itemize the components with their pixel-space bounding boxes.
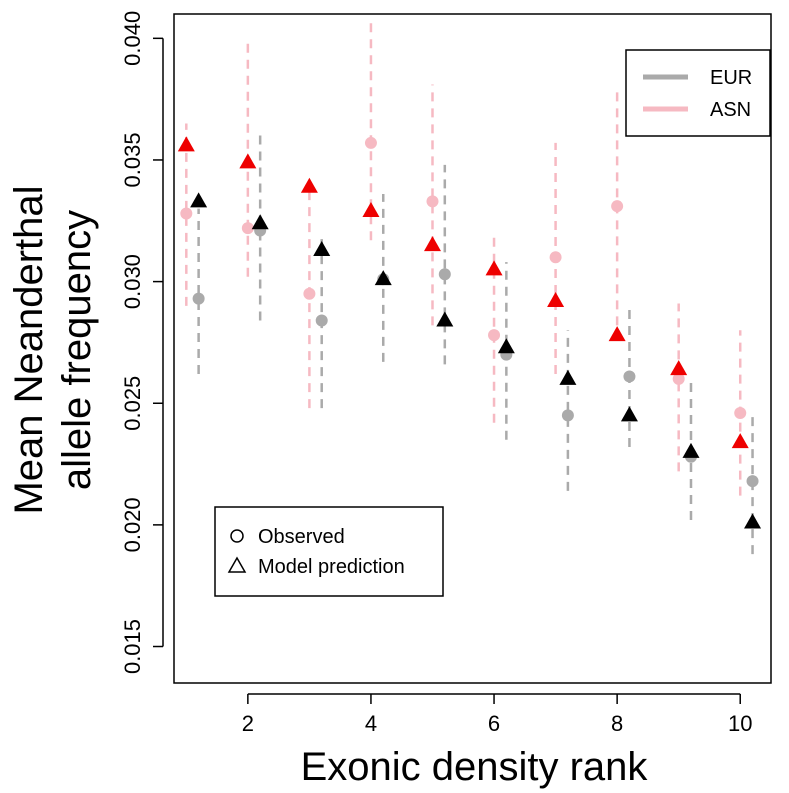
eur-model-triangle-2 — [251, 214, 269, 230]
eur-model-triangle-9 — [682, 442, 700, 458]
y-axis-title: Mean Neanderthal allele frequency — [7, 185, 99, 514]
eur-observed-point-3 — [315, 314, 328, 327]
asn-observed-point-3 — [303, 287, 316, 300]
eur-observed-point-1 — [192, 292, 205, 305]
asn-observed-point-2 — [241, 222, 254, 235]
eur-observed-point-8 — [623, 370, 636, 383]
plot-frame — [173, 13, 772, 684]
y-tick-label-0.020: 0.020 — [120, 497, 145, 552]
y-tick-label-0.030: 0.030 — [120, 254, 145, 309]
x-tick-label-2: 2 — [242, 711, 254, 736]
x-axis-title: Exonic density rank — [301, 745, 649, 789]
y-axis-title-line1: Mean Neanderthal — [7, 185, 51, 514]
x-tick-label-6: 6 — [488, 711, 500, 736]
legend-label-observed: Observed — [258, 526, 345, 548]
population-legend-box — [625, 49, 771, 137]
asn-observed-point-1 — [180, 207, 193, 220]
eur-observed-point-10 — [746, 475, 759, 488]
asn-model-triangle-6 — [485, 260, 503, 276]
y-axis-title-line2: allele frequency — [55, 210, 99, 490]
asn-model-triangle-4 — [362, 202, 380, 218]
asn-observed-point-6 — [488, 329, 501, 342]
asn-model-triangle-7 — [547, 292, 565, 308]
asn-model-triangle-5 — [423, 236, 441, 252]
asn-model-triangle-9 — [670, 360, 688, 376]
eur-model-triangle-7 — [559, 369, 577, 385]
asn-observed-point-4 — [364, 136, 377, 149]
asn-observed-point-8 — [611, 200, 624, 213]
eur-model-triangle-4 — [374, 270, 392, 286]
asn-model-triangle-2 — [239, 153, 257, 169]
eur-model-triangle-6 — [497, 338, 515, 354]
y-tick-label-0.015: 0.015 — [120, 619, 145, 674]
y-tick-label-0.035: 0.035 — [120, 132, 145, 187]
eur-model-triangle-10 — [744, 513, 762, 529]
eur-model-triangle-8 — [620, 406, 638, 422]
asn-observed-point-10 — [734, 406, 747, 419]
asn-observed-point-9 — [672, 372, 685, 385]
legend-model-triangle-icon — [227, 556, 247, 573]
asn-observed-point-7 — [549, 251, 562, 264]
asn-observed-point-5 — [426, 195, 439, 208]
population-legend: EUR ASN — [625, 49, 771, 137]
eur-model-triangle-5 — [436, 311, 454, 327]
eur-observed-point-7 — [561, 409, 574, 422]
asn-model-triangle-3 — [300, 177, 318, 193]
x-tick-label-4: 4 — [365, 711, 377, 736]
eur-model-triangle-3 — [313, 240, 331, 256]
x-tick-label-8: 8 — [611, 711, 623, 736]
legend-observed-circle-icon — [230, 529, 244, 543]
y-tick-label-0.025: 0.025 — [120, 376, 145, 431]
asn-model-triangle-10 — [731, 433, 749, 449]
axes: 2 4 6 8 10 0.015 0.020 0.025 0.030 0.035 0.040 — [120, 11, 752, 736]
eur-model-triangle-1 — [190, 192, 208, 208]
eur-observed-point-5 — [438, 268, 451, 281]
y-tick-label-0.040: 0.040 — [120, 11, 145, 66]
asn-model-triangle-1 — [177, 136, 195, 152]
marker-legend: Observed Model prediction — [214, 506, 444, 597]
x-tick-label-10: 10 — [728, 711, 752, 736]
marker-legend-box — [214, 506, 444, 597]
chart-marks — [177, 21, 762, 555]
asn-model-triangle-8 — [608, 326, 626, 342]
legend-label-eur: EUR — [710, 67, 752, 89]
legend-label-asn: ASN — [710, 99, 751, 121]
legend-label-model: Model prediction — [258, 556, 405, 578]
